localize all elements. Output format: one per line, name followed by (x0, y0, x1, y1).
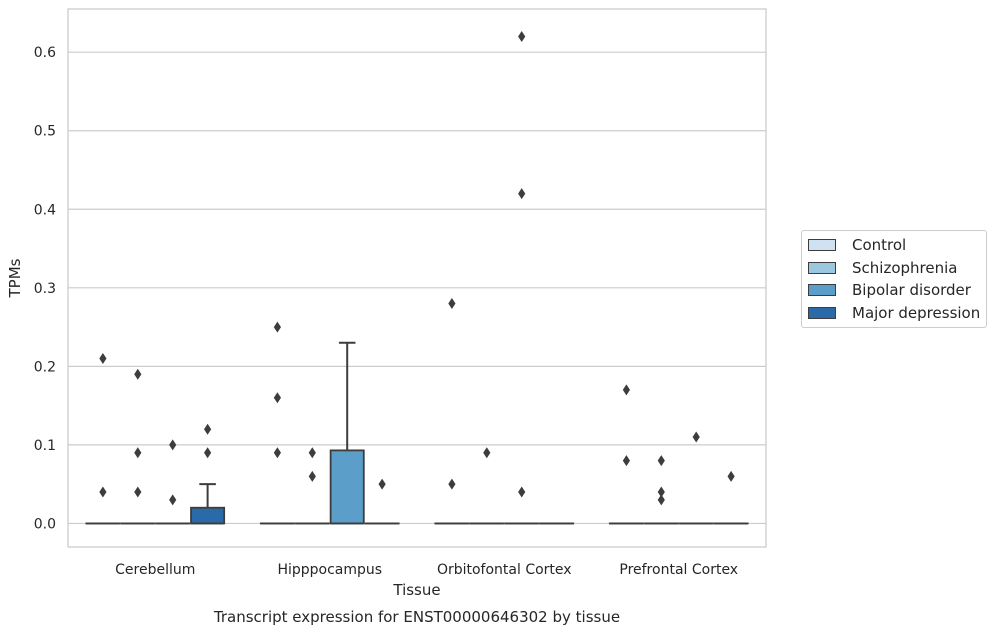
outliers (99, 30, 735, 506)
outlier-point (169, 439, 177, 451)
outlier-point (622, 384, 630, 396)
outlier-point (657, 494, 665, 506)
legend-swatch (808, 239, 836, 252)
legend-label: Bipolar disorder (852, 281, 971, 300)
y-tick-label: 0.6 (34, 45, 56, 61)
outlier-point (727, 470, 735, 482)
y-tick-label: 0.2 (34, 359, 56, 375)
x-tick-label: Prefrontal Cortex (619, 562, 738, 578)
outlier-point (378, 478, 386, 490)
outlier-point (657, 455, 665, 467)
y-tick-label: 0.0 (34, 516, 56, 532)
outlier-point (273, 321, 281, 333)
outlier-point (204, 423, 212, 435)
plot-frame (67, 8, 767, 548)
y-tick-label: 0.4 (34, 202, 56, 218)
outlier-point (518, 30, 526, 42)
x-tick-label: Cerebellum (115, 562, 195, 578)
legend-label: Schizophrenia (852, 258, 958, 277)
legend: Control Schizophrenia Bipolar disorder Majo… (801, 230, 987, 328)
legend-item: Schizophrenia (802, 257, 986, 280)
outlier-point (518, 486, 526, 498)
box-body (329, 449, 365, 525)
grid-lines (68, 51, 766, 525)
outlier-point (273, 392, 281, 404)
x-axis-label: Tissue (392, 581, 440, 599)
outlier-point (692, 431, 700, 443)
outlier-point (134, 447, 142, 459)
legend-item: Major depression (802, 302, 986, 325)
box-body (190, 506, 226, 525)
outlier-point (169, 494, 177, 506)
outlier-point (622, 455, 630, 467)
box-major-depression (190, 483, 226, 525)
y-tick-label: 0.5 (34, 124, 56, 140)
outlier-point (134, 368, 142, 380)
legend-swatch (808, 306, 836, 319)
x-tick-label: Orbitofontal Cortex (437, 562, 572, 578)
y-tick-labels: 0.0 0.1 0.2 0.3 0.4 0.5 0.6 (34, 45, 56, 532)
outlier-point (134, 486, 142, 498)
outlier-point (483, 447, 491, 459)
y-tick-label: 0.3 (34, 281, 56, 297)
x-tick-labels: Cerebellum Hipppocampus Orbitofontal Corte… (115, 562, 738, 578)
outlier-point (657, 486, 665, 498)
legend-label: Control (852, 236, 907, 255)
outlier-point (308, 447, 316, 459)
legend-item: Bipolar disorder (802, 279, 986, 302)
chart-title: Transcript expression for ENST0000064630… (213, 608, 620, 626)
legend-label: Major depression (852, 303, 981, 322)
legend-item: Control (802, 234, 986, 257)
outlier-point (448, 478, 456, 490)
outlier-point (273, 447, 281, 459)
outlier-point (99, 353, 107, 365)
legend-swatch (808, 261, 836, 274)
x-tick-label: Hipppocampus (277, 562, 382, 578)
box-bipolar-disorder (329, 341, 365, 525)
legend-swatch (808, 284, 836, 297)
outlier-point (518, 188, 526, 200)
y-axis-label: TPMs (6, 258, 24, 298)
outlier-point (204, 447, 212, 459)
y-tick-label: 0.1 (34, 438, 56, 454)
outlier-point (308, 470, 316, 482)
outlier-point (448, 298, 456, 310)
boxes (85, 341, 749, 525)
outlier-point (99, 486, 107, 498)
